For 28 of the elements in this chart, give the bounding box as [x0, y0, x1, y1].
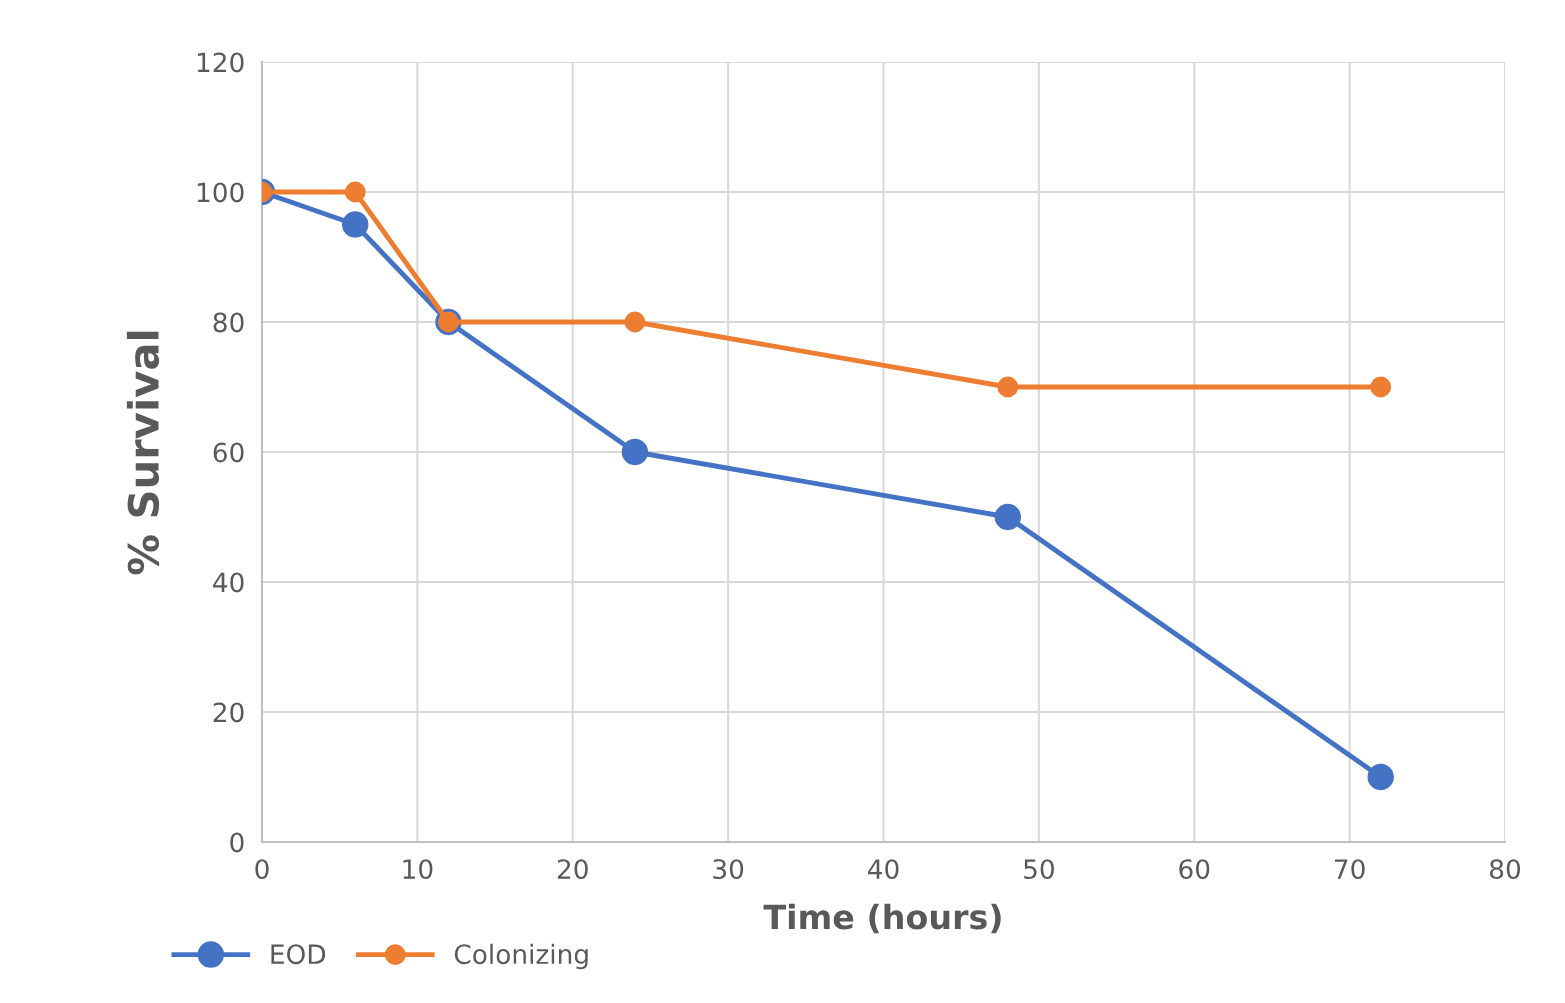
- x-tick-label: 70: [1335, 859, 1365, 880]
- x-tick-label: 0: [255, 859, 269, 880]
- legend-label: Colonizing: [454, 943, 588, 970]
- point: [342, 211, 369, 238]
- x-tick-label: 40: [868, 859, 899, 880]
- y-tick-label: 120: [197, 52, 244, 73]
- y-tick-label: 100: [197, 182, 244, 203]
- y-tick-label: 60: [213, 442, 244, 463]
- x-tick-label: 80: [1490, 859, 1521, 880]
- y-tick-label: 40: [213, 572, 244, 593]
- point: [344, 181, 366, 203]
- point: [1367, 763, 1394, 791]
- x-tick-label: 50: [1024, 859, 1054, 880]
- x-tick-label: 30: [713, 859, 744, 880]
- x-tick-label: 60: [1179, 859, 1210, 880]
- x-tick-label: 20: [557, 859, 588, 880]
- point: [1370, 376, 1392, 398]
- y-axis-title: % Survival: [126, 331, 160, 575]
- y-tick-label: 0: [230, 832, 244, 853]
- point: [997, 376, 1019, 398]
- legend-label: EOD: [271, 944, 326, 965]
- point: [621, 438, 649, 466]
- y-tick-label: 80: [213, 312, 244, 333]
- point: [994, 503, 1021, 531]
- point: [624, 311, 646, 333]
- x-axis-title: Time (hours): [763, 903, 1001, 934]
- y-tick-label: 20: [213, 702, 244, 723]
- x-tick-label: 10: [403, 859, 433, 880]
